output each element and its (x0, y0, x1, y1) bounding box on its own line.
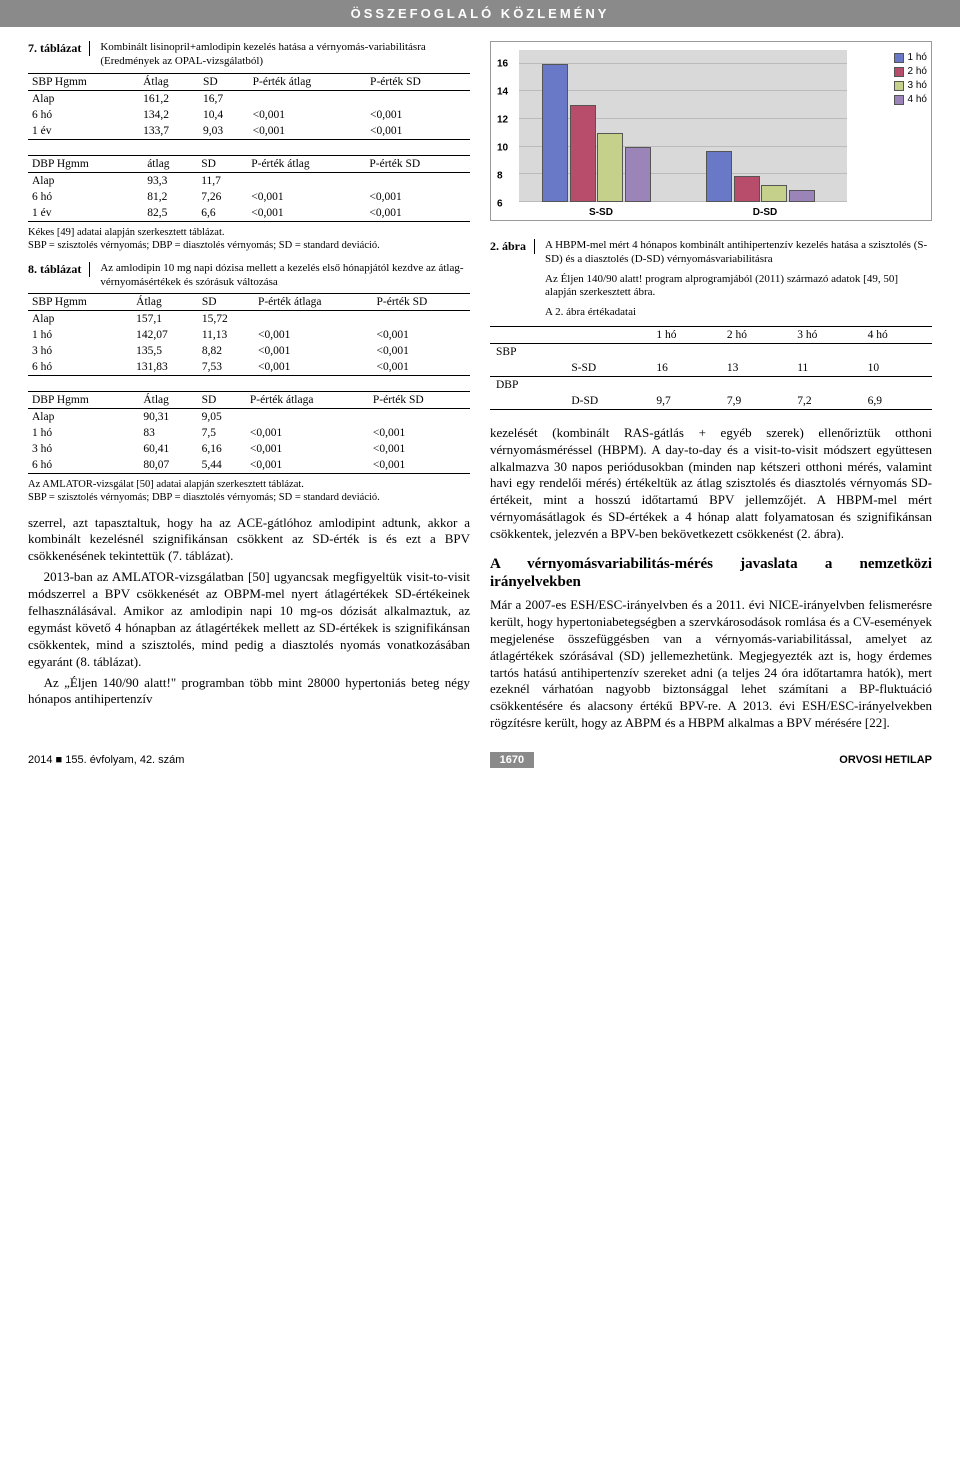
plot-area (519, 50, 847, 202)
col-header: 3 hó (791, 326, 861, 343)
col-header: P-érték átlaga (254, 294, 373, 311)
table7-caption-text: Kombinált lisinopril+amlodipin kezelés h… (100, 41, 470, 69)
chart-box: 6810121416 S-SDD-SD 1 hó2 hó3 hó4 hó (490, 41, 932, 221)
table-header-row: DBP Hgmm Átlag SD P-érték átlaga P-érték… (28, 392, 470, 409)
col-header: DBP Hgmm (28, 392, 139, 409)
fig2-note1: Az Éljen 140/90 alatt! program alprogram… (545, 273, 932, 301)
col-header: 1 hó (650, 326, 720, 343)
chart-legend: 1 hó2 hó3 hó4 hó (894, 52, 927, 108)
fig2-caption-text: A HBPM-mel mért 4 hónapos kombinált anti… (545, 239, 932, 267)
table-row: Alap90,319,05 (28, 409, 470, 426)
table-row: Alap93,311,7 (28, 172, 470, 189)
table-row: 6 hó81,27,26<0,001<0,001 (28, 189, 470, 205)
right-body-text: kezelését (kombinált RAS-gátlás + egyéb … (490, 425, 932, 732)
col-header: Átlag (132, 294, 198, 311)
fig2-data-table: 1 hó 2 hó 3 hó 4 hó SBP S-SD 1613 1110 D… (490, 326, 932, 410)
table-row: 1 év82,56,6<0,001<0,001 (28, 205, 470, 222)
col-header: SBP Hgmm (28, 73, 139, 90)
table8-dbp: DBP Hgmm Átlag SD P-érték átlaga P-érték… (28, 391, 470, 474)
table8-caption-text: Az amlodipin 10 mg napi dózisa mellett a… (100, 262, 470, 290)
table-row: 3 hó60,416,16<0,001<0,001 (28, 441, 470, 457)
footer-left: 2014 ■ 155. évfolyam, 42. szám (28, 754, 184, 766)
col-header: P-érték SD (369, 392, 470, 409)
section-heading: A vérnyomásvariabilitás-mérés javaslata … (490, 555, 932, 591)
col-header: 2 hó (721, 326, 791, 343)
col-header: átlag (143, 155, 197, 172)
paragraph: szerrel, azt tapasztaltuk, hogy ha az AC… (28, 515, 470, 566)
col-header: P-érték SD (365, 155, 470, 172)
table8-label: 8. táblázat (28, 262, 90, 277)
table-row: DBP (490, 376, 932, 393)
table-header-row: DBP Hgmm átlag SD P-érték átlag P-érték … (28, 155, 470, 172)
col-header: 4 hó (862, 326, 932, 343)
col-header: SD (197, 155, 247, 172)
col-header: SBP Hgmm (28, 294, 132, 311)
table7-dbp: DBP Hgmm átlag SD P-érték átlag P-érték … (28, 155, 470, 222)
table-row: S-SD 1613 1110 (490, 360, 932, 377)
table-row: 1 hó837,5<0,001<0,001 (28, 425, 470, 441)
table-row: SBP (490, 343, 932, 360)
table-row: D-SD 9,77,9 7,26,9 (490, 393, 932, 410)
paragraph: kezelését (kombinált RAS-gátlás + egyéb … (490, 425, 932, 543)
table8-sbp: SBP Hgmm Átlag SD P-érték átlaga P-érték… (28, 293, 470, 376)
col-header: SD (198, 392, 246, 409)
table-header-row: 1 hó 2 hó 3 hó 4 hó (490, 326, 932, 343)
table-header-row: SBP Hgmm Átlag SD P-érték átlaga P-érték… (28, 294, 470, 311)
footer-right: ORVOSI HETILAP (839, 754, 932, 766)
footer-page-number: 1670 (490, 752, 534, 768)
col-header: Átlag (139, 73, 199, 90)
col-header: Átlag (139, 392, 197, 409)
table8-note: Az AMLATOR-vizsgálat [50] adatai alapján… (28, 478, 470, 504)
table-row: Alap157,115,72 (28, 311, 470, 328)
fig2-note2: A 2. ábra értékadatai (545, 306, 932, 320)
page-footer: 2014 ■ 155. évfolyam, 42. szám 1670 ORVO… (0, 746, 960, 778)
table7-caption: 7. táblázat Kombinált lisinopril+amlodip… (28, 41, 470, 69)
table8-caption: 8. táblázat Az amlodipin 10 mg napi dózi… (28, 262, 470, 290)
col-header: SD (198, 294, 254, 311)
table-row: 1 év133,79,03<0,001<0,001 (28, 123, 470, 140)
page-body: 7. táblázat Kombinált lisinopril+amlodip… (0, 27, 960, 746)
paragraph: Az „Éljen 140/90 alatt!" programban több… (28, 675, 470, 709)
fig2-caption: 2. ábra A HBPM-mel mért 4 hónapos kombin… (490, 239, 932, 320)
paragraph: Már a 2007-es ESH/ESC-irányelvben és a 2… (490, 597, 932, 732)
table7-note: Kékes [49] adatai alapján szerkesztett t… (28, 226, 470, 252)
table-row: Alap161,216,7 (28, 90, 470, 107)
col-header: P-érték átlaga (246, 392, 369, 409)
col-header: P-érték átlag (247, 155, 365, 172)
table-row: 1 hó142,0711,13<0,001<0,001 (28, 327, 470, 343)
table-row: 6 hó80,075,44<0,001<0,001 (28, 457, 470, 474)
col-header: DBP Hgmm (28, 155, 143, 172)
left-column: 7. táblázat Kombinált lisinopril+amlodip… (28, 41, 470, 736)
col-header: P-érték átlag (249, 73, 366, 90)
right-column: 6810121416 S-SDD-SD 1 hó2 hó3 hó4 hó 2. … (490, 41, 932, 736)
col-header: P-érték SD (373, 294, 470, 311)
col-header: SD (199, 73, 249, 90)
table7-sbp: SBP Hgmm Átlag SD P-érték átlag P-érték … (28, 73, 470, 140)
page-header: ÖSSZEFOGLALÓ KÖZLEMÉNY (0, 0, 960, 27)
paragraph: 2013-ban az AMLATOR-vizsgálatban [50] ug… (28, 569, 470, 670)
fig2-chart: 6810121416 S-SDD-SD 1 hó2 hó3 hó4 hó (490, 41, 932, 231)
table7-label: 7. táblázat (28, 41, 90, 56)
table-row: 3 hó135,58,82<0,001<0,001 (28, 343, 470, 359)
left-body-text: szerrel, azt tapasztaltuk, hogy ha az AC… (28, 515, 470, 709)
table-header-row: SBP Hgmm Átlag SD P-érték átlag P-érték … (28, 73, 470, 90)
fig2-label: 2. ábra (490, 239, 535, 254)
col-header: P-érték SD (366, 73, 470, 90)
table-row: 6 hó131,837,53<0,001<0,001 (28, 359, 470, 376)
table-row: 6 hó134,210,4<0,001<0,001 (28, 107, 470, 123)
